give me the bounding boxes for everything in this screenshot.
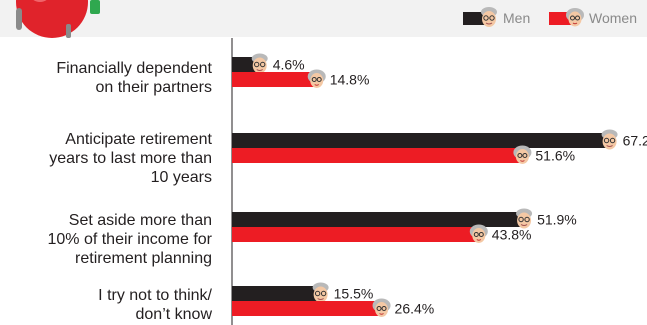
category-label-line: on their partners [95,79,212,96]
category-label-line: don’t know [135,306,213,323]
elderly-man-face-icon [601,129,618,150]
mascot-highlight [33,0,47,2]
elderly-man-face-icon [312,282,329,303]
bar-women [232,227,477,242]
elderly-woman-face-icon [566,8,584,27]
mascot-leg [66,24,71,38]
bar-men [232,286,319,301]
mascot-bag [90,0,100,14]
category-label: Financially dependent on their partners [0,59,212,97]
header-band [0,0,647,37]
bar-women [232,301,380,316]
elderly-man-face-icon [251,53,268,74]
category-label-line: I try not to think/ [98,287,212,304]
mascot-arm [16,8,22,30]
bar-women [232,72,315,87]
data-label-women: 14.8% [330,72,370,88]
category-label-line: Set aside more than [68,212,212,229]
data-label-women: 43.8% [492,227,532,243]
legend: Men Women [0,0,647,37]
mascot-illustration [16,0,100,38]
category-label: Set aside more than 10% of their income f… [0,211,212,268]
category-label-line: Financially dependent [56,60,212,77]
category-label-line: years to last more than [49,150,212,167]
elderly-woman-face-icon [469,224,488,243]
data-label-women: 26.4% [395,301,435,317]
elderly-woman-face-icon [372,298,391,317]
bar-men [232,133,608,148]
category-label: Anticipate retirement years to last more … [0,130,212,187]
bar-women [232,148,521,163]
elderly-woman-face-icon [513,145,532,164]
bar-men [232,57,258,72]
data-label-men: 15.5% [334,286,374,302]
legend-label-women: Women [589,10,637,26]
category-label: I try not to think/don’t know [0,286,212,324]
data-label-men: 51.9% [537,212,577,228]
elderly-woman-face-icon [307,69,326,88]
data-label-women: 51.6% [535,148,575,164]
legend-swatch-women [549,12,571,25]
legend-label-men: Men [503,10,531,26]
category-label-line: Anticipate retirement [65,131,212,148]
category-label-line: retirement planning [75,250,212,267]
data-label-men: 67.2% [623,133,647,149]
elderly-man-face-icon [516,208,533,229]
legend-swatch-men [463,12,485,25]
category-label-line: 10 years [150,169,212,186]
category-label-line: 10% of their income for [47,231,212,248]
bar-men [232,212,523,227]
elderly-man-face-icon [481,7,497,27]
data-label-men: 4.6% [273,57,305,73]
